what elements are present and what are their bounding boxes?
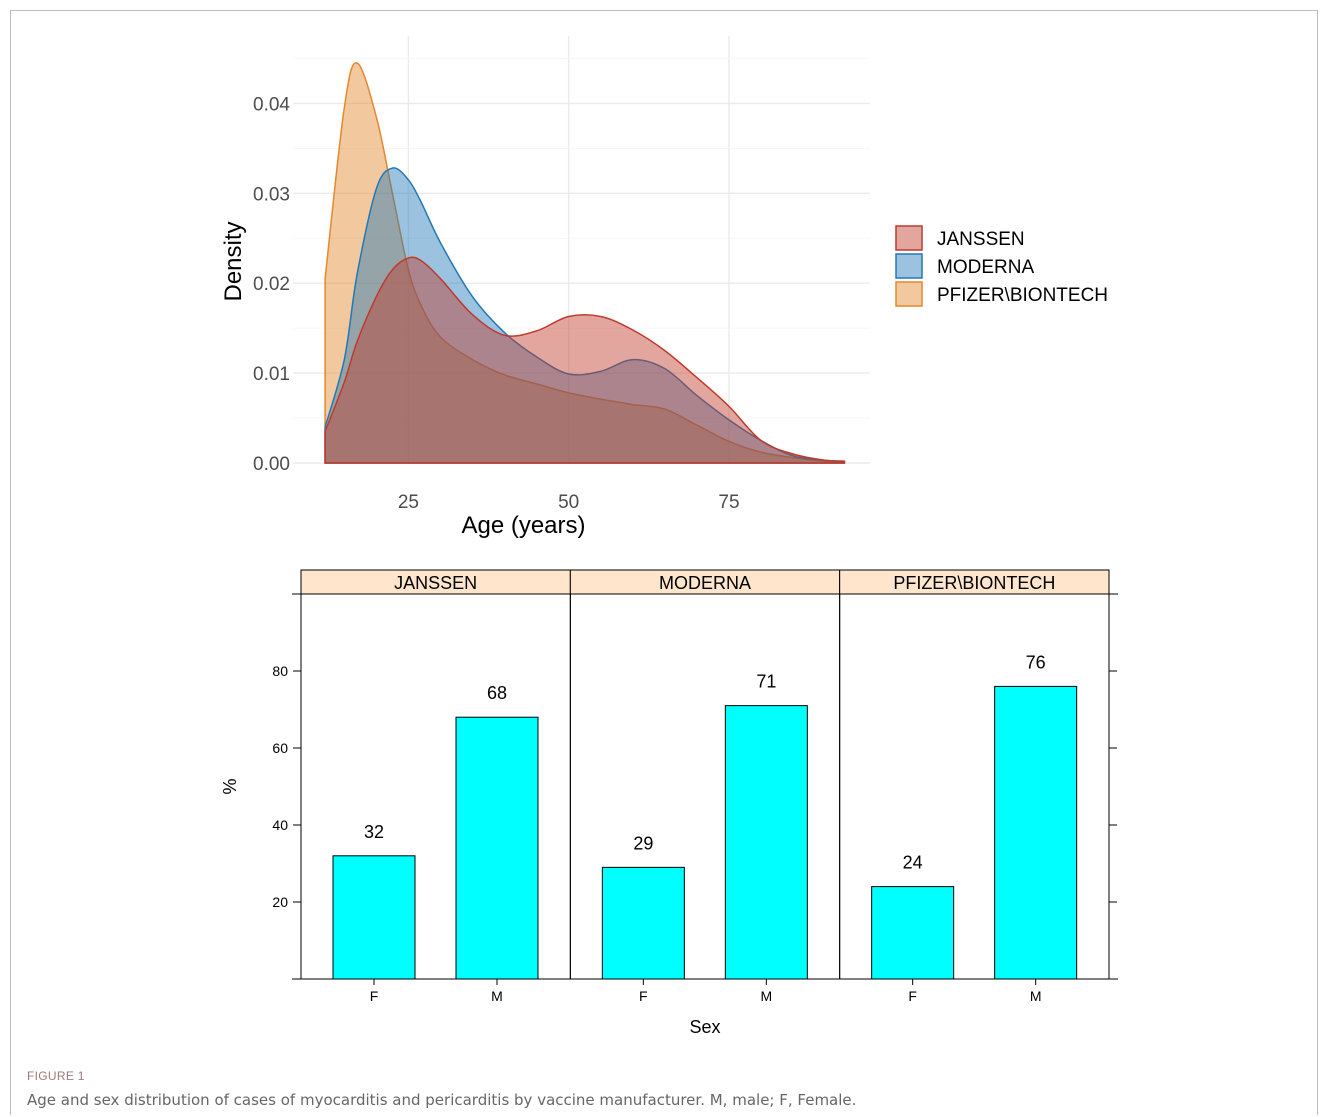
x-axis-title: Sex [689,1017,720,1037]
y-tick-label: 0.04 [253,94,290,115]
figure-label: FIGURE 1 [27,1069,85,1083]
figure-frame [10,10,1318,1115]
bar-value-label: 32 [364,822,384,842]
legend-label: PFIZER\BIONTECH [937,285,1108,306]
bar-value-label: 29 [633,833,653,853]
x-tick-label: M [491,988,503,1004]
legend-label: MODERNA [937,257,1034,278]
bar [455,716,539,980]
bar [994,685,1078,980]
density-area-moderna [324,167,846,464]
bar-plot: JANSSEN32F68MMODERNA29F71MPFIZER\BIONTEC… [220,569,1118,1037]
y-axis-title: Density [220,221,247,301]
strip-header [839,569,1110,595]
y-tick-label: 40 [272,817,288,833]
bar-value-label: 68 [487,683,507,703]
density-area-pfizer-biontech [324,62,846,464]
x-tick-label: 50 [558,492,579,513]
figure-caption: Age and sex distribution of cases of myo… [27,1091,857,1109]
bar [871,886,955,980]
strip-label: MODERNA [659,573,751,593]
strip-header [569,569,841,595]
panel-moderna: MODERNA 29 F 71 M [569,569,841,1004]
bar [332,855,416,980]
bar-value-label: 71 [756,672,776,692]
panel-frame [839,593,1110,980]
y-tick-label: 80 [272,663,288,679]
x-tick-label: M [760,988,772,1004]
strip-label: PFIZER\BIONTECH [893,573,1055,593]
x-tick-label: 75 [718,492,739,513]
legend-label: JANSSEN [937,229,1025,250]
legend-swatch [895,253,923,279]
x-tick-label: F [370,988,379,1004]
density-plot: 0.00 0.01 0.02 0.03 0.04 25 50 75 Age (years) Den… [220,36,1108,539]
x-tick-label: F [639,988,648,1004]
legend-swatch [895,225,923,251]
x-tick-label: M [1030,988,1042,1004]
bar-value-label: 76 [1026,652,1046,672]
legend-swatch [895,281,923,307]
y-tick-label: 60 [272,740,288,756]
panel-pfizer-biontech: PFIZER\BIONTECH 24 F 76 M [839,569,1110,1004]
bar [601,866,685,980]
density-area-janssen [324,256,846,464]
panel-janssen: JANSSEN 32 F 68 M [300,569,571,1004]
y-tick-label: 0.02 [253,274,290,295]
y-axis-title: % [220,778,240,794]
y-tick-label: 0.03 [253,184,290,205]
bar-value-label: 24 [903,853,923,873]
bar [724,705,808,980]
strip-label: JANSSEN [394,573,477,593]
y-tick-label: 0.00 [253,454,290,475]
y-tick-label: 20 [272,894,288,910]
y-tick-label: 0.01 [253,364,290,385]
x-tick-label: 25 [398,492,419,513]
x-tick-label: F [908,988,917,1004]
x-axis-title: Age (years) [461,512,585,539]
